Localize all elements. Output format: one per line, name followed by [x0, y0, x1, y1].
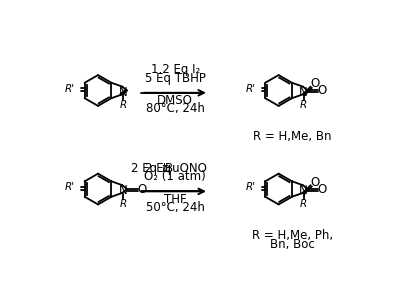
Text: R': R': [65, 182, 75, 192]
Text: R': R': [245, 182, 255, 192]
Text: O: O: [310, 175, 319, 189]
Text: 5 Eq TBHP: 5 Eq TBHP: [145, 72, 206, 85]
Text: R = H,Me, Ph,: R = H,Me, Ph,: [252, 229, 333, 242]
Text: 50°C, 24h: 50°C, 24h: [146, 201, 205, 214]
Text: BuONO: BuONO: [165, 162, 208, 175]
Text: O: O: [318, 182, 327, 196]
Text: 80°C, 24h: 80°C, 24h: [146, 102, 205, 115]
Text: t: t: [161, 162, 166, 175]
Text: 1.2 Eq I₂: 1.2 Eq I₂: [150, 63, 200, 76]
Text: O₂ (1 atm): O₂ (1 atm): [144, 170, 206, 183]
Text: O: O: [318, 84, 327, 97]
Text: R: R: [120, 100, 127, 110]
Text: N: N: [119, 184, 128, 197]
Text: Bn, Boc: Bn, Boc: [270, 238, 315, 251]
Text: O: O: [310, 77, 319, 90]
Text: R = H,Me, Bn: R = H,Me, Bn: [253, 130, 332, 143]
Text: R: R: [300, 100, 307, 110]
Text: 2 Eq: 2 Eq: [145, 162, 175, 175]
Text: N: N: [299, 184, 308, 197]
Text: THF: THF: [164, 192, 186, 206]
Text: DMSO: DMSO: [157, 94, 193, 107]
Text: R': R': [245, 84, 255, 94]
Text: 2 Eq: 2 Eq: [131, 162, 161, 175]
Text: R: R: [120, 199, 127, 209]
Text: R': R': [65, 84, 75, 94]
Text: R: R: [300, 199, 307, 209]
Text: N: N: [119, 86, 128, 98]
Text: O: O: [137, 182, 146, 196]
Text: N: N: [299, 86, 308, 98]
